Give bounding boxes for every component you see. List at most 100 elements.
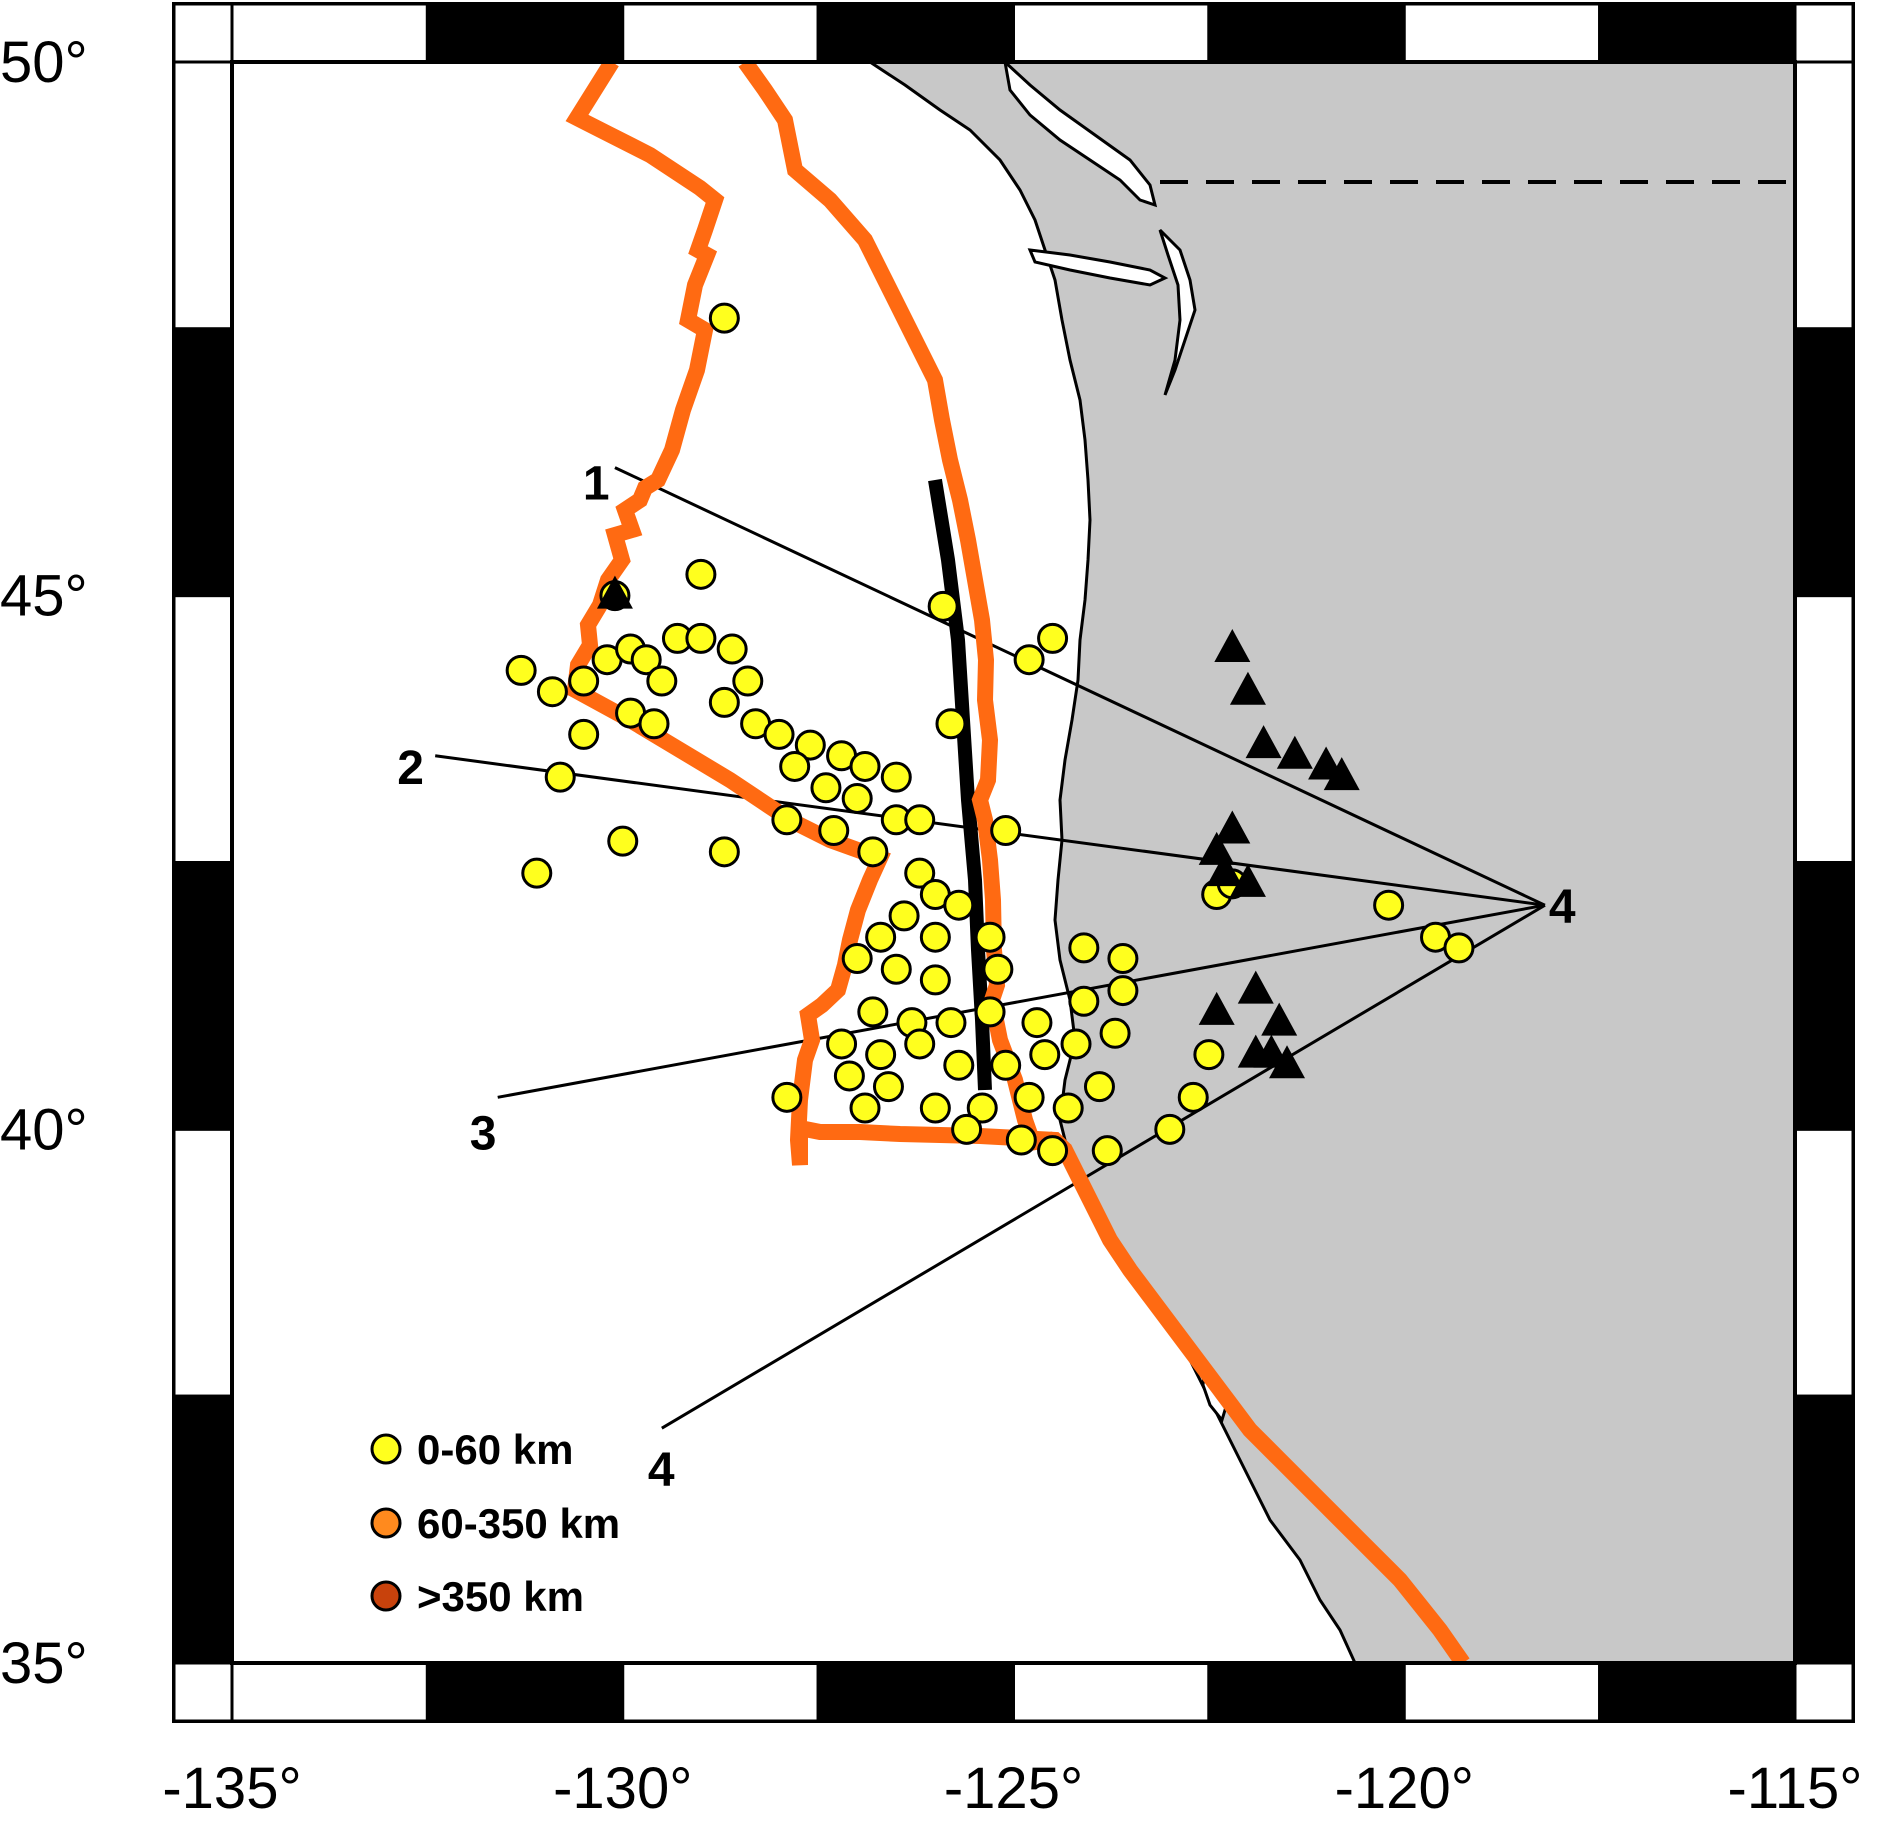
earthquake-marker	[638, 708, 670, 740]
earthquake-marker	[943, 1049, 975, 1081]
frame-segment	[1207, 2, 1406, 64]
frame-segment	[1793, 327, 1855, 598]
earthquake-marker	[833, 1060, 865, 1092]
legend-label-shallow: 0-60 km	[417, 1426, 573, 1473]
earthquake-marker	[974, 996, 1006, 1028]
frame-segment	[172, 327, 234, 598]
earthquake-marker	[1177, 1081, 1209, 1113]
frame-segment	[1793, 1127, 1855, 1398]
earthquake-marker	[849, 750, 881, 782]
frame-segment	[425, 1661, 625, 1723]
seismic-stations	[596, 575, 1360, 1079]
axis-tick-labels: -135° -130° -125° -120° -115° 50° 45° 40° 35°	[0, 30, 1862, 1821]
earthquake-marker	[708, 686, 740, 718]
frame-segment	[1012, 2, 1211, 64]
earthquake-marker	[708, 302, 740, 334]
earthquake-marker	[1154, 1113, 1186, 1145]
earthquake-marker	[630, 644, 662, 676]
earthquake-marker	[607, 825, 639, 857]
station-marker	[1237, 1034, 1274, 1068]
legend-swatch-intermediate	[370, 1507, 402, 1539]
station-marker	[1323, 757, 1360, 791]
earthquake-marker	[568, 718, 600, 750]
earthquake-marker	[685, 622, 717, 654]
earthquake-marker	[810, 772, 842, 804]
frame-segment	[1793, 60, 1855, 331]
profile-line-3	[497, 903, 1546, 1099]
profile-endpoint-label: 4	[1549, 881, 1576, 934]
earthquake-marker	[841, 782, 873, 814]
station-marker	[1229, 671, 1266, 705]
profile-line-1	[614, 466, 1546, 907]
earthquake-marker	[771, 804, 803, 836]
earthquake-marker	[935, 1007, 967, 1039]
earthquake-marker	[990, 814, 1022, 846]
land-area	[867, 62, 1795, 1663]
earthquake-marker	[1193, 1039, 1225, 1071]
earthquake-marker	[716, 633, 748, 665]
frame-corner	[1793, 2, 1855, 64]
frame-segment	[1598, 1661, 1797, 1723]
earthquake-marker	[779, 750, 811, 782]
frame-segment	[1402, 2, 1602, 64]
earthquake-marker	[872, 1071, 904, 1103]
earthquake-marker	[568, 665, 600, 697]
legend-swatch-shallow	[370, 1433, 402, 1465]
earthquake-marker	[888, 900, 920, 932]
frame-segment	[1207, 1661, 1406, 1723]
frame-segment	[172, 1394, 234, 1665]
x-tick-label: -135°	[162, 1756, 301, 1821]
earthquake-marker	[1083, 1071, 1115, 1103]
earthquake-marker	[771, 1081, 803, 1113]
x-tick-label: -115°	[1728, 1756, 1863, 1821]
map-frame	[172, 2, 1855, 1723]
strait-of-georgia	[1003, 62, 1158, 208]
earthquake-marker	[505, 654, 537, 686]
earthquake-marker	[685, 558, 717, 590]
station-marker	[1214, 810, 1251, 844]
puget-sound	[1158, 228, 1197, 396]
earthquake-marker	[732, 665, 764, 697]
earthquake-marker	[919, 921, 951, 953]
earthquake-marker	[1037, 1135, 1069, 1167]
profile-label-4: 4	[648, 1444, 675, 1497]
earthquake-marker	[904, 804, 936, 836]
x-tick-label: -125°	[944, 1756, 1083, 1821]
juan-de-fuca-strait	[1027, 248, 1169, 287]
earthquake-marker	[536, 676, 568, 708]
y-tick-label: 40°	[0, 1097, 88, 1162]
earthquake-marker	[544, 761, 576, 793]
earthquake-marker	[1099, 1017, 1131, 1049]
subduction-trench	[928, 478, 992, 1091]
frame-inner	[230, 60, 1797, 1665]
earthquake-marker	[1013, 1081, 1045, 1113]
station-marker	[1206, 853, 1243, 887]
earthquake-marker	[1443, 932, 1475, 964]
frame-segment	[172, 861, 234, 1131]
frame-segment	[1402, 1661, 1602, 1723]
earthquake-marker	[1107, 943, 1139, 975]
earthquake-marker	[1021, 1007, 1053, 1039]
cross-section-profiles: 1 2 3 4 4	[397, 458, 1576, 1498]
profile-label-1: 1	[583, 458, 610, 511]
frame-segment	[621, 2, 820, 64]
earthquake-marker	[951, 1113, 983, 1145]
earthquake-marker	[1037, 622, 1069, 654]
earthquake-marker	[763, 718, 795, 750]
earthquake-marker	[1091, 1135, 1123, 1167]
earthquake-marker	[919, 964, 951, 996]
earthquake-marker	[1068, 985, 1100, 1017]
station-marker	[596, 575, 633, 609]
station-marker	[1237, 970, 1274, 1004]
frame-corner	[172, 2, 234, 64]
frame-segment	[1598, 2, 1797, 64]
legend-label-intermediate: 60-350 km	[417, 1500, 620, 1547]
profile-label-2: 2	[397, 742, 424, 795]
earthquake-marker	[1013, 644, 1045, 676]
earthquake-marker	[966, 1092, 998, 1124]
earthquake-marker	[904, 857, 936, 889]
frame-segment	[172, 594, 234, 865]
frame-segment	[172, 1127, 234, 1398]
x-tick-label: -130°	[553, 1756, 692, 1821]
